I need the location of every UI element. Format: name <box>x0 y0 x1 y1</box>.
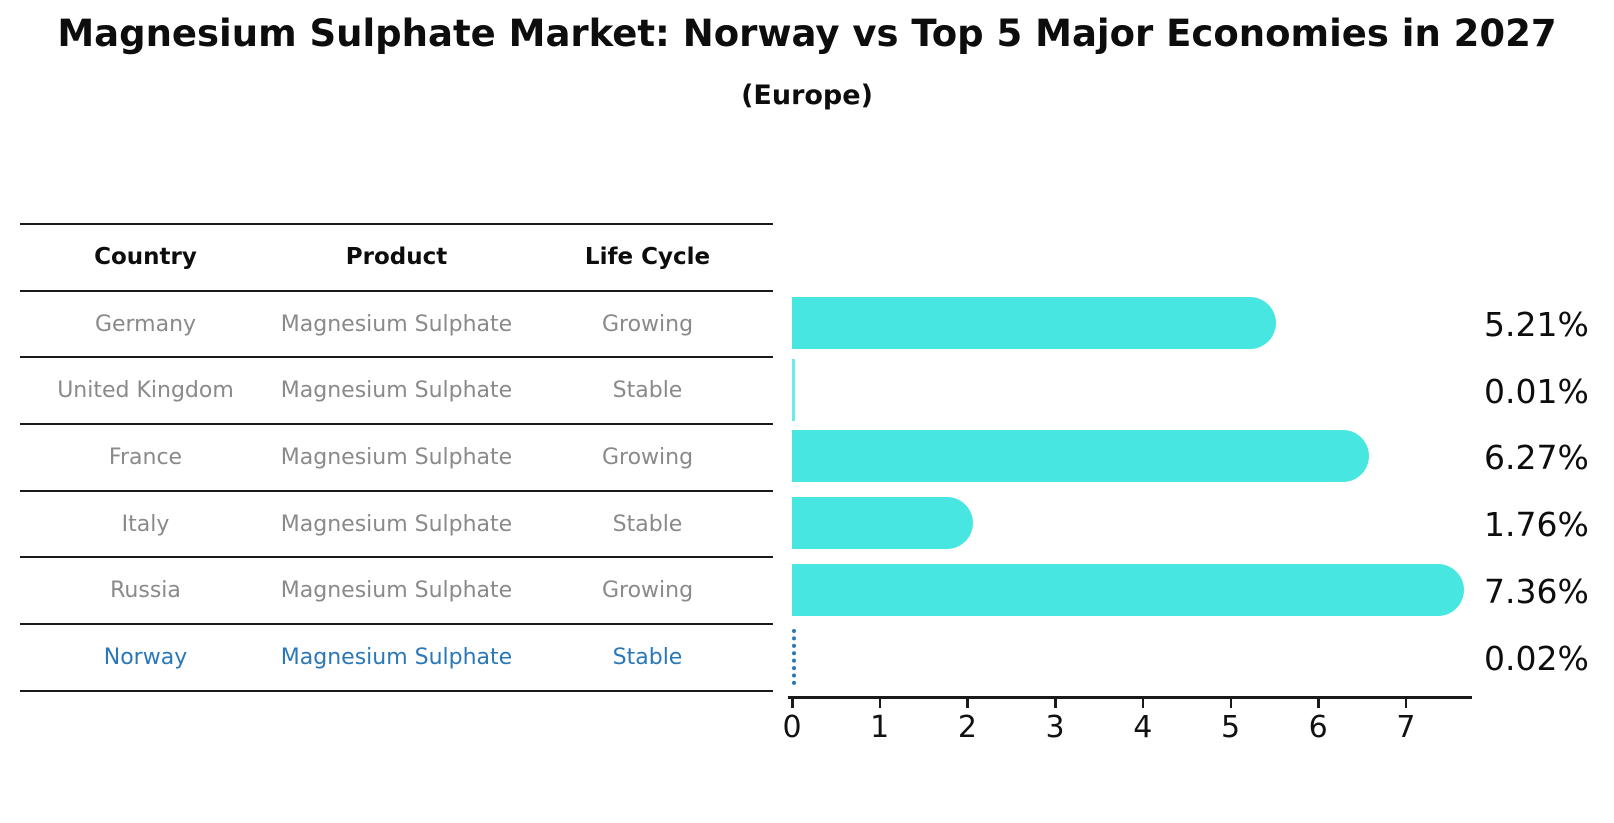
table-row: Germany Magnesium Sulphate Growing <box>20 292 773 359</box>
x-axis-tick-label: 5 <box>1220 710 1241 745</box>
x-axis-tick-label: 6 <box>1308 710 1328 745</box>
cell-product: Magnesium Sulphate <box>280 444 513 470</box>
bar <box>792 563 1465 616</box>
bar <box>792 497 974 550</box>
x-axis-tick <box>1404 698 1408 708</box>
column-header-life-cycle: Life Cycle <box>584 244 711 271</box>
x-axis-tick <box>878 698 882 708</box>
value-label: 6.27% <box>1484 438 1589 478</box>
cell-country: Italy <box>121 511 170 537</box>
table-rows: Germany Magnesium Sulphate Growing United K… <box>20 292 773 692</box>
value-label: 7.36% <box>1484 571 1589 611</box>
bar <box>792 297 1276 350</box>
x-axis-tick-label: 2 <box>957 710 977 745</box>
x-axis-tick <box>1141 698 1145 708</box>
cell-country: United Kingdom <box>57 378 234 404</box>
x-axis <box>788 696 1472 699</box>
cell-life-cycle: Growing <box>601 311 694 337</box>
cell-life-cycle: Stable <box>612 511 683 537</box>
table-row: Norway Magnesium Sulphate Stable <box>20 625 773 692</box>
cell-life-cycle: Growing <box>601 578 694 604</box>
bar <box>792 358 795 421</box>
value-label: 0.02% <box>1484 638 1589 678</box>
cell-country: Russia <box>110 578 181 604</box>
cell-product: Magnesium Sulphate <box>280 311 513 337</box>
x-axis-tick <box>966 698 969 708</box>
page-title: Magnesium Sulphate Market: Norway vs Top… <box>57 12 1557 55</box>
x-axis-tick-label: 7 <box>1396 710 1416 745</box>
table-row: Italy Magnesium Sulphate Stable <box>20 492 773 559</box>
value-label: 0.01% <box>1484 371 1589 411</box>
cell-country: Norway <box>103 644 188 670</box>
cell-product: Magnesium Sulphate <box>280 578 513 604</box>
cell-country: Germany <box>94 311 197 337</box>
cell-product: Magnesium Sulphate <box>280 511 513 537</box>
cell-product: Magnesium Sulphate <box>280 644 513 670</box>
bar <box>792 430 1369 483</box>
x-axis-tick-label: 1 <box>870 710 890 745</box>
x-axis-tick-label: 3 <box>1045 710 1065 745</box>
x-axis-tick <box>1054 698 1057 708</box>
table-row: France Magnesium Sulphate Growing <box>20 425 773 492</box>
table-row: United Kingdom Magnesium Sulphate Stable <box>20 358 773 426</box>
table-header-row: Country Product Life Cycle <box>20 225 773 292</box>
value-label: 5.21% <box>1484 305 1589 345</box>
x-axis-tick-label: 4 <box>1133 710 1153 745</box>
cell-life-cycle: Stable <box>612 378 683 404</box>
cell-life-cycle: Stable <box>612 644 683 670</box>
page-subtitle: (Europe) <box>741 80 873 111</box>
country-table: Country Product Life Cycle Germany Magnes… <box>20 223 773 692</box>
value-label: 1.76% <box>1484 505 1589 545</box>
cell-product: Magnesium Sulphate <box>280 378 513 404</box>
cell-country: France <box>108 444 183 470</box>
x-axis-tick-label: 0 <box>782 710 802 745</box>
x-axis-tick <box>1229 698 1232 708</box>
x-axis-tick <box>1317 698 1320 708</box>
x-axis-tick <box>791 698 794 708</box>
column-header-product: Product <box>345 244 448 271</box>
bar-highlight-norway <box>792 628 796 685</box>
column-header-country: Country <box>94 244 197 271</box>
cell-life-cycle: Growing <box>601 444 694 470</box>
table-row: Russia Magnesium Sulphate Growing <box>20 558 773 626</box>
